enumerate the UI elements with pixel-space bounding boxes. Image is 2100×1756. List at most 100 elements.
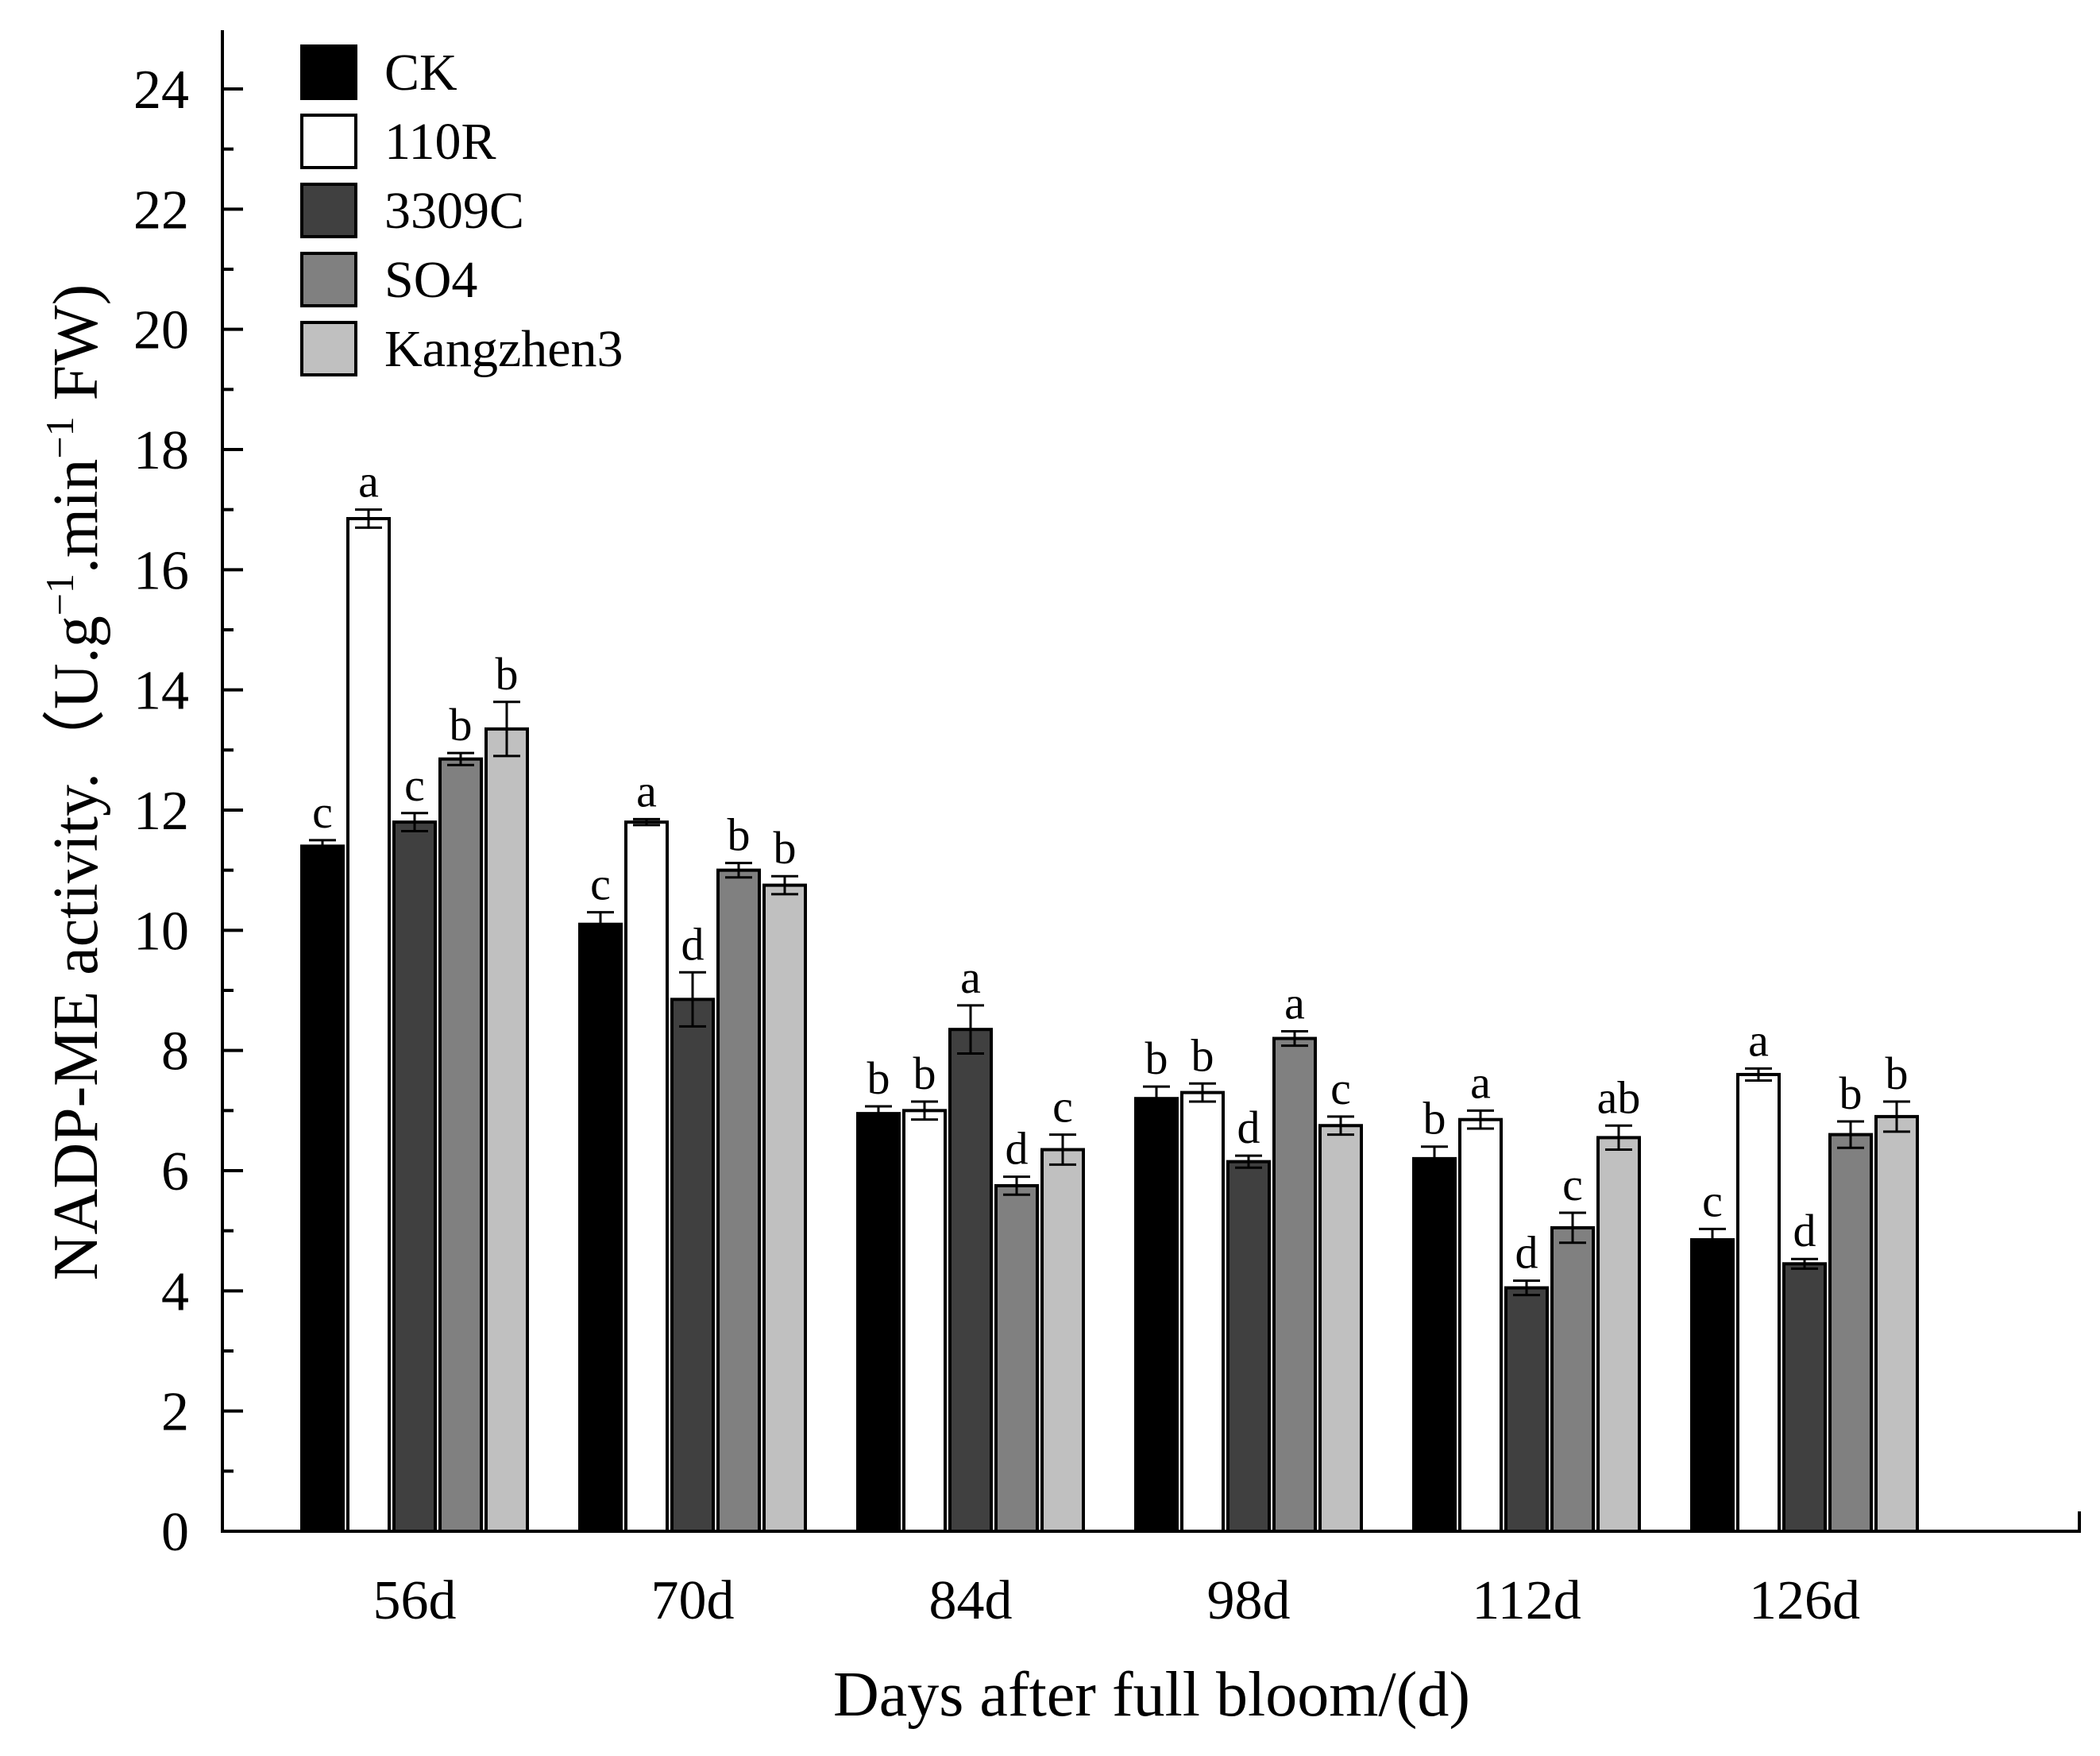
bar — [1736, 1072, 1781, 1533]
significance-label: b — [496, 648, 519, 700]
legend-swatch — [300, 183, 357, 238]
x-tick-label: 84d — [929, 1570, 1013, 1631]
bar — [1690, 1238, 1735, 1534]
bar — [670, 998, 715, 1533]
y-tick-label: 22 — [133, 179, 189, 241]
y-tick-label: 0 — [161, 1502, 189, 1563]
bar — [624, 820, 669, 1533]
legend: CK 110R 3309C SO4 Kangzhen3 — [300, 44, 623, 378]
legend-swatch — [300, 321, 357, 376]
bar — [1458, 1117, 1503, 1533]
y-tick-label: 14 — [133, 661, 189, 722]
bar — [1550, 1225, 1595, 1533]
y-tick-label: 8 — [161, 1021, 189, 1083]
legend-swatch — [300, 44, 357, 100]
bar — [346, 517, 391, 1533]
legend-label: SO4 — [384, 251, 477, 309]
bar — [1134, 1097, 1179, 1533]
y-axis-title-part-2: .min — [41, 459, 111, 573]
axes — [221, 30, 2081, 1533]
bar — [716, 868, 761, 1533]
y-tick-label: 12 — [133, 781, 189, 842]
significance-label: a — [636, 765, 657, 816]
bar — [578, 922, 623, 1534]
bar — [438, 757, 483, 1533]
y-tick-label: 4 — [161, 1261, 189, 1322]
significance-label: b — [1886, 1048, 1909, 1099]
bar — [1412, 1156, 1457, 1534]
x-ticks: 56d 70d 84d 98d 112d 126d — [373, 1570, 1861, 1631]
significance-label: c — [404, 759, 425, 811]
bar — [1040, 1148, 1085, 1534]
significance-label: c — [1702, 1175, 1723, 1226]
significance-label: b — [450, 699, 473, 751]
bar — [1874, 1114, 1919, 1533]
significance-label: c — [1562, 1159, 1583, 1210]
significance-label: a — [1748, 1014, 1769, 1066]
y-tick-label: 24 — [133, 60, 189, 121]
legend-label: Kangzhen3 — [384, 320, 623, 378]
significance-label: b — [867, 1052, 890, 1104]
bar — [1596, 1136, 1641, 1533]
bar — [762, 883, 807, 1534]
legend-label: 110R — [384, 113, 496, 171]
significance-label: a — [960, 951, 981, 1003]
significance-label: c — [1330, 1063, 1351, 1114]
significance-label: d — [1006, 1123, 1029, 1175]
bar — [1504, 1286, 1549, 1534]
y-axis-title-sup-1: −1 — [37, 573, 82, 616]
y-axis-title: NADP-ME activity.（U.g−1.min−1 FW) — [37, 284, 111, 1280]
bar — [1782, 1262, 1827, 1533]
significance-label: d — [1793, 1205, 1816, 1256]
significance-label: b — [774, 822, 797, 874]
bar — [1180, 1090, 1225, 1533]
y-axis-title-sup-2: −1 — [37, 416, 82, 458]
y-axis-title-part-1: NADP-ME activity.（U.g — [41, 616, 111, 1280]
significance-label: b — [1839, 1067, 1863, 1119]
bar — [948, 1028, 993, 1533]
y-axis-title-part-3: FW) — [41, 284, 111, 417]
bar — [902, 1109, 947, 1534]
bar — [856, 1112, 901, 1534]
x-tick-label: 126d — [1749, 1570, 1860, 1631]
bar — [484, 727, 529, 1533]
bar — [1226, 1160, 1271, 1534]
y-tick-label: 6 — [161, 1141, 189, 1202]
legend-swatch — [300, 114, 357, 169]
y-tick-label: 18 — [133, 420, 189, 481]
bar — [1828, 1133, 1873, 1533]
significance-label: a — [358, 456, 379, 508]
x-tick-label: 112d — [1472, 1570, 1581, 1631]
x-tick-label: 70d — [651, 1570, 735, 1631]
significance-label: c — [312, 786, 333, 838]
legend-label: CK — [384, 44, 457, 102]
significance-label: d — [681, 918, 705, 970]
significance-label: b — [1145, 1032, 1168, 1084]
significance-label: ab — [1597, 1071, 1641, 1123]
significance-label: c — [590, 859, 611, 910]
significance-label: b — [913, 1048, 936, 1099]
x-tick-label: 56d — [373, 1570, 457, 1631]
x-axis-title: Days after full bloom/(d) — [833, 1660, 1470, 1730]
bar — [1318, 1124, 1363, 1533]
significance-label: a — [1284, 977, 1305, 1029]
y-tick-label: 20 — [133, 300, 189, 361]
bar — [300, 844, 345, 1533]
significance-label: c — [1052, 1081, 1073, 1133]
significance-label: b — [728, 809, 751, 861]
legend-label: 3309C — [384, 182, 524, 240]
significance-label: b — [1191, 1029, 1214, 1081]
y-tick-label: 2 — [161, 1382, 189, 1443]
y-tick-label: 10 — [133, 901, 189, 962]
significance-label: d — [1515, 1226, 1538, 1278]
bar — [994, 1183, 1039, 1533]
y-tick-label: 16 — [133, 540, 189, 601]
significance-label: b — [1423, 1093, 1446, 1144]
significance-label: a — [1470, 1056, 1491, 1108]
legend-swatch — [300, 252, 357, 307]
bar — [392, 820, 437, 1533]
x-tick-label: 98d — [1207, 1570, 1291, 1631]
